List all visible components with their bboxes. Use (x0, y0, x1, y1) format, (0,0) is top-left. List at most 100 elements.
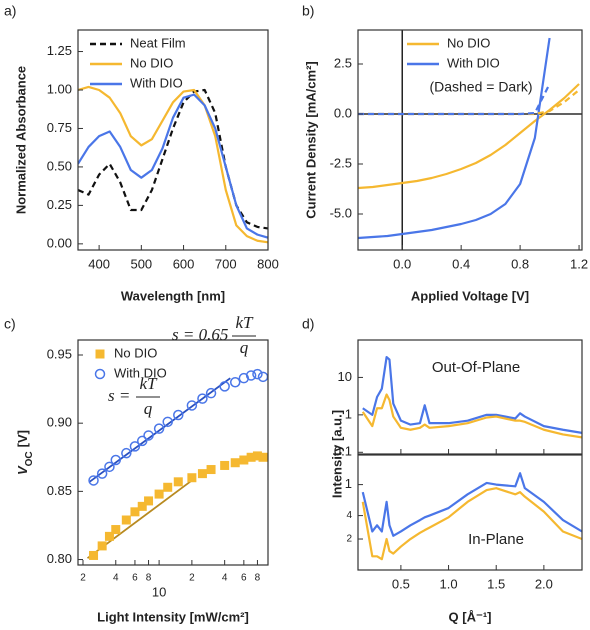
y-tick-label: 2 (346, 534, 352, 545)
y-tick-label: 0.50 (47, 158, 72, 173)
marker-circle (229, 377, 241, 388)
marker-square (97, 541, 107, 551)
x-tick-label: 4 (222, 573, 228, 584)
y-axis-label: Normalized Absorbance (13, 66, 28, 214)
y-label-unit: [V] (15, 430, 30, 447)
y-tick-label: 4 (346, 510, 352, 521)
y-tick-label: 0.80 (47, 551, 72, 566)
marker-circle (205, 387, 217, 399)
x-tick-label: 0.0 (393, 256, 411, 271)
marker-square (220, 460, 230, 470)
x-tick-label: 8 (146, 573, 152, 584)
line-series (361, 472, 582, 537)
x-tick-label: 6 (132, 573, 138, 584)
y-tick-label: 0.25 (47, 197, 72, 212)
y-tick-label: 0.85 (47, 483, 72, 498)
line-series (78, 88, 268, 230)
plot-area (78, 85, 268, 244)
line-series (362, 355, 582, 434)
subplot-label: Out-Of-Plane (432, 359, 520, 376)
line-series (358, 83, 580, 190)
panel-label: c) (4, 316, 16, 332)
line-series (361, 393, 582, 439)
x-tick-label: 0.4 (452, 256, 470, 271)
marker-circle (104, 461, 115, 473)
panel-label: a) (4, 3, 16, 19)
x-tick-label: 500 (130, 256, 152, 271)
line-series (361, 487, 582, 561)
x-axis-label: Light Intensity [mW/cm²] (97, 609, 249, 624)
marker-square (239, 455, 249, 465)
annotation-den: q (144, 399, 153, 418)
x-axis-label: Applied Voltage [V] (411, 288, 529, 303)
y-tick-label: 1.00 (47, 81, 72, 96)
y-tick-label: 0.0 (334, 105, 352, 120)
marker-circle (121, 447, 132, 459)
marker-circle (136, 435, 148, 447)
marker-circle (186, 400, 198, 411)
line-series (78, 93, 268, 239)
x-tick-label: 400 (88, 256, 110, 271)
annotation-lhs: s = 0.65 (172, 325, 228, 344)
y-tick-label: -5.0 (330, 205, 352, 220)
x-axis-label: Q [Å⁻¹] (449, 609, 492, 624)
y-tick-label: 0.00 (47, 235, 72, 250)
marker-circle (96, 468, 108, 479)
marker-square (187, 473, 197, 483)
marker-square (173, 477, 183, 487)
marker-circle (219, 381, 230, 392)
marker-circle (110, 454, 122, 466)
y-tick-label: 10 (338, 369, 352, 384)
annotation-num: kT (140, 374, 159, 393)
x-axis-label: Wavelength [nm] (121, 288, 225, 303)
y-tick-label: 1 (345, 476, 352, 491)
y-tick-label: 1 (345, 406, 352, 421)
x-tick-label: 1.2 (570, 256, 588, 271)
x-tick-label: 4 (113, 573, 119, 584)
annotation: (Dashed = Dark) (429, 79, 532, 95)
legend-label: Neat Film (130, 35, 186, 50)
y-axis-label: VOC [V] (15, 430, 35, 475)
marker-circle (197, 393, 208, 404)
marker-square (230, 458, 240, 468)
marker-circle (238, 372, 250, 384)
x-tick-label: 600 (173, 256, 195, 271)
y-label-main: V (15, 465, 30, 475)
x-tick-label: 0.5 (392, 576, 410, 591)
legend-label: With DIO (130, 75, 183, 90)
marker-circle (252, 368, 263, 380)
legend-label: With DIO (114, 365, 167, 380)
x-tick-label: 2.0 (535, 576, 553, 591)
axes-frame (357, 29, 583, 251)
marker-square (246, 452, 256, 462)
annotation-lhs: s = (108, 386, 130, 405)
x-tick-label: 2 (80, 573, 86, 584)
plot-area (361, 472, 582, 561)
axes-frame (77, 29, 269, 251)
legend-label: No DIO (114, 345, 157, 360)
y-tick-label: 2.5 (334, 55, 352, 70)
x-tick-label: 2 (189, 573, 195, 584)
line-series (78, 85, 268, 244)
y-tick-label: 0.95 (47, 346, 72, 361)
y-axis-label: Intensity [a.u.] (329, 410, 344, 498)
marker-square (130, 507, 140, 517)
line-series (358, 83, 551, 116)
marker-circle (143, 430, 154, 441)
marker-square (137, 501, 147, 511)
x-tick-label: 8 (255, 573, 261, 584)
axes-frame (357, 339, 583, 455)
marker-circle (257, 371, 268, 383)
legend-label: No DIO (447, 35, 490, 50)
marker-circle (173, 409, 184, 421)
y-label-sub: OC (24, 451, 35, 466)
marker-square (252, 451, 262, 461)
subplot-label: In-Plane (468, 531, 524, 548)
line-series (358, 37, 551, 240)
plot-area (358, 30, 582, 250)
axes-frame (357, 454, 583, 571)
panel-label: d) (302, 316, 314, 332)
panel-label: b) (302, 3, 314, 19)
marker-circle (162, 416, 173, 428)
y-tick-label: 1.25 (47, 43, 72, 58)
